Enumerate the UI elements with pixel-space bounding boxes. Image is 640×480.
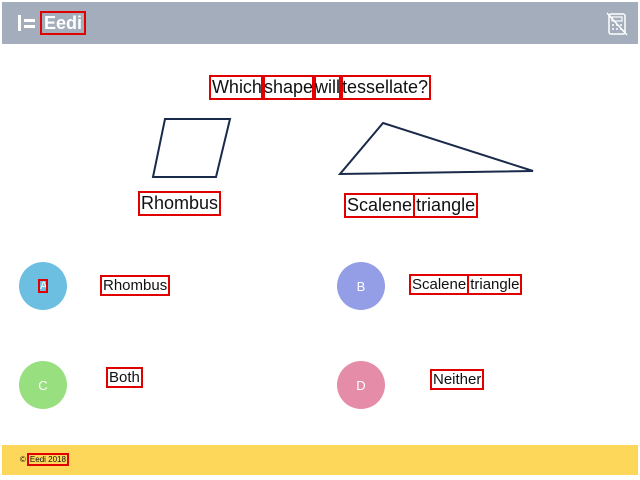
- answer-a-circle[interactable]: A: [19, 262, 67, 310]
- answer-a-text: Rhombus: [99, 275, 171, 296]
- copyright-symbol: ©: [20, 455, 26, 464]
- footer-bar: © Eedi 2018: [2, 445, 638, 475]
- answer-a-option[interactable]: Rhombus: [99, 275, 171, 296]
- question-word: shape: [260, 75, 317, 100]
- answer-d-text: Neither: [429, 369, 485, 390]
- scalene-label-word: triangle: [413, 193, 479, 218]
- question-word: will: [312, 75, 343, 100]
- question-text: Which shape will tessellate?: [0, 75, 640, 100]
- rhombus-label-text: Rhombus: [137, 191, 222, 216]
- scalene-triangle-diagram: [337, 121, 534, 176]
- answer-d-letter: D: [356, 377, 366, 393]
- answer-a-letter: A: [38, 279, 48, 293]
- question-word: tessellate?: [338, 75, 432, 100]
- header-bar: Eedi: [2, 2, 638, 44]
- answer-b-circle[interactable]: B: [337, 262, 385, 310]
- brand-logo: Eedi: [18, 11, 87, 35]
- rhombus-diagram: [151, 118, 232, 178]
- answer-b-word: triangle: [467, 274, 523, 295]
- answer-d-circle[interactable]: D: [337, 361, 385, 409]
- calculator-disabled-icon: [606, 12, 628, 36]
- answer-c-option[interactable]: Both: [106, 367, 143, 388]
- answer-c-letter: C: [38, 377, 48, 393]
- copyright-notice: © Eedi 2018: [20, 453, 69, 466]
- answer-c-text: Both: [106, 367, 143, 388]
- scalene-triangle-label: Scalene triangle: [343, 193, 479, 218]
- scalene-label-word: Scalene: [343, 193, 416, 218]
- answer-c-circle[interactable]: C: [19, 361, 67, 409]
- brand-name: Eedi: [39, 11, 87, 35]
- copyright-text: Eedi 2018: [26, 453, 69, 466]
- answer-d-option[interactable]: Neither: [429, 369, 485, 390]
- answer-b-word: Scalene: [408, 274, 470, 295]
- rhombus-label: Rhombus: [137, 191, 222, 216]
- answer-b-option[interactable]: Scalene triangle: [408, 274, 523, 295]
- eedi-logo-icon: [18, 14, 36, 32]
- answer-b-letter: B: [356, 278, 366, 294]
- question-word: Which: [208, 75, 265, 100]
